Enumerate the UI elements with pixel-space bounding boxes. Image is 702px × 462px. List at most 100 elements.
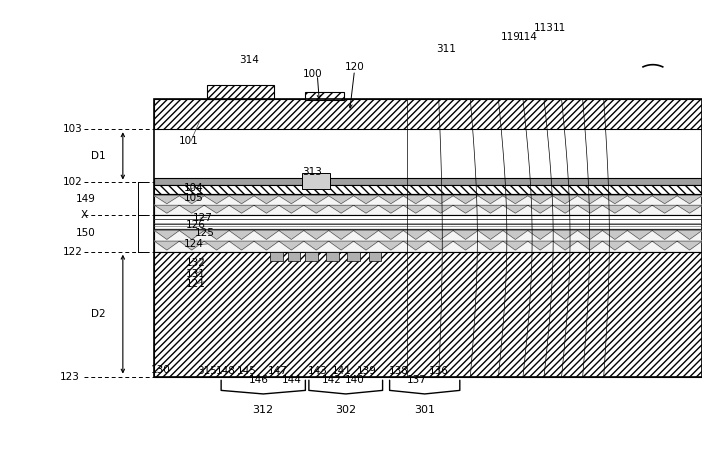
Polygon shape bbox=[453, 196, 478, 204]
Text: D2: D2 bbox=[91, 309, 106, 319]
Polygon shape bbox=[279, 196, 304, 204]
Bar bbox=[154, 99, 702, 129]
Polygon shape bbox=[304, 205, 329, 213]
Polygon shape bbox=[503, 196, 528, 204]
Bar bbox=[154, 215, 702, 229]
Polygon shape bbox=[354, 196, 378, 204]
Polygon shape bbox=[677, 231, 702, 239]
Polygon shape bbox=[602, 196, 628, 204]
Polygon shape bbox=[602, 205, 628, 213]
Polygon shape bbox=[453, 205, 478, 213]
Text: 143: 143 bbox=[307, 366, 327, 377]
Polygon shape bbox=[404, 205, 428, 213]
Polygon shape bbox=[478, 196, 503, 204]
Polygon shape bbox=[652, 241, 677, 250]
Polygon shape bbox=[404, 196, 428, 204]
Polygon shape bbox=[552, 231, 578, 239]
Bar bbox=[347, 252, 360, 261]
Text: 127: 127 bbox=[193, 213, 213, 223]
Text: 150: 150 bbox=[76, 228, 95, 238]
Polygon shape bbox=[552, 241, 578, 250]
Text: 119: 119 bbox=[501, 32, 521, 42]
Text: 137: 137 bbox=[406, 375, 426, 385]
Polygon shape bbox=[229, 241, 254, 250]
Text: 312: 312 bbox=[253, 405, 274, 415]
Text: 131: 131 bbox=[186, 268, 206, 279]
Text: 104: 104 bbox=[184, 183, 204, 194]
Polygon shape bbox=[354, 231, 378, 239]
Polygon shape bbox=[378, 205, 404, 213]
Polygon shape bbox=[503, 205, 528, 213]
Polygon shape bbox=[652, 196, 677, 204]
Bar bbox=[207, 85, 274, 99]
Text: 126: 126 bbox=[186, 220, 206, 230]
Polygon shape bbox=[652, 231, 677, 239]
Text: 105: 105 bbox=[184, 193, 204, 203]
Polygon shape bbox=[304, 196, 329, 204]
Text: 302: 302 bbox=[336, 405, 357, 415]
Polygon shape bbox=[354, 205, 378, 213]
Text: 311: 311 bbox=[436, 43, 456, 54]
Polygon shape bbox=[329, 231, 354, 239]
Polygon shape bbox=[378, 196, 404, 204]
Polygon shape bbox=[428, 205, 453, 213]
Polygon shape bbox=[279, 231, 304, 239]
Text: 121: 121 bbox=[186, 279, 206, 289]
Polygon shape bbox=[578, 241, 602, 250]
Polygon shape bbox=[279, 205, 304, 213]
Text: 120: 120 bbox=[345, 62, 364, 72]
Text: 141: 141 bbox=[332, 366, 352, 377]
Bar bbox=[326, 252, 339, 261]
Polygon shape bbox=[503, 231, 528, 239]
Text: 125: 125 bbox=[195, 228, 215, 238]
Polygon shape bbox=[453, 231, 478, 239]
Polygon shape bbox=[378, 231, 404, 239]
Polygon shape bbox=[528, 196, 552, 204]
Bar bbox=[369, 252, 381, 261]
Polygon shape bbox=[154, 241, 179, 250]
Polygon shape bbox=[254, 241, 279, 250]
Polygon shape bbox=[552, 205, 578, 213]
Polygon shape bbox=[677, 205, 702, 213]
Text: 114: 114 bbox=[518, 32, 538, 42]
Text: 315: 315 bbox=[197, 366, 217, 377]
Polygon shape bbox=[279, 241, 304, 250]
Text: D1: D1 bbox=[91, 151, 106, 161]
Polygon shape bbox=[453, 241, 478, 250]
Polygon shape bbox=[677, 196, 702, 204]
Text: 140: 140 bbox=[345, 375, 364, 385]
Polygon shape bbox=[578, 205, 602, 213]
Polygon shape bbox=[478, 205, 503, 213]
Polygon shape bbox=[304, 241, 329, 250]
Polygon shape bbox=[578, 231, 602, 239]
Bar bbox=[302, 173, 330, 189]
Polygon shape bbox=[329, 205, 354, 213]
Polygon shape bbox=[204, 196, 229, 204]
Text: 149: 149 bbox=[76, 194, 95, 204]
Polygon shape bbox=[229, 196, 254, 204]
Polygon shape bbox=[179, 205, 204, 213]
Text: 100: 100 bbox=[303, 69, 322, 79]
Bar bbox=[154, 252, 702, 377]
Polygon shape bbox=[304, 231, 329, 239]
Polygon shape bbox=[478, 231, 503, 239]
Text: 122: 122 bbox=[63, 247, 83, 257]
Polygon shape bbox=[229, 205, 254, 213]
Polygon shape bbox=[329, 241, 354, 250]
Polygon shape bbox=[628, 196, 652, 204]
Text: 123: 123 bbox=[60, 371, 79, 382]
Text: 138: 138 bbox=[389, 366, 409, 377]
Text: 313: 313 bbox=[302, 167, 322, 177]
Bar bbox=[154, 185, 702, 194]
Polygon shape bbox=[404, 231, 428, 239]
Bar bbox=[154, 194, 702, 215]
Polygon shape bbox=[204, 205, 229, 213]
Polygon shape bbox=[652, 205, 677, 213]
Polygon shape bbox=[179, 241, 204, 250]
Polygon shape bbox=[628, 205, 652, 213]
Polygon shape bbox=[428, 196, 453, 204]
Polygon shape bbox=[154, 196, 179, 204]
Polygon shape bbox=[204, 241, 229, 250]
Text: 142: 142 bbox=[322, 375, 341, 385]
Polygon shape bbox=[154, 231, 179, 239]
